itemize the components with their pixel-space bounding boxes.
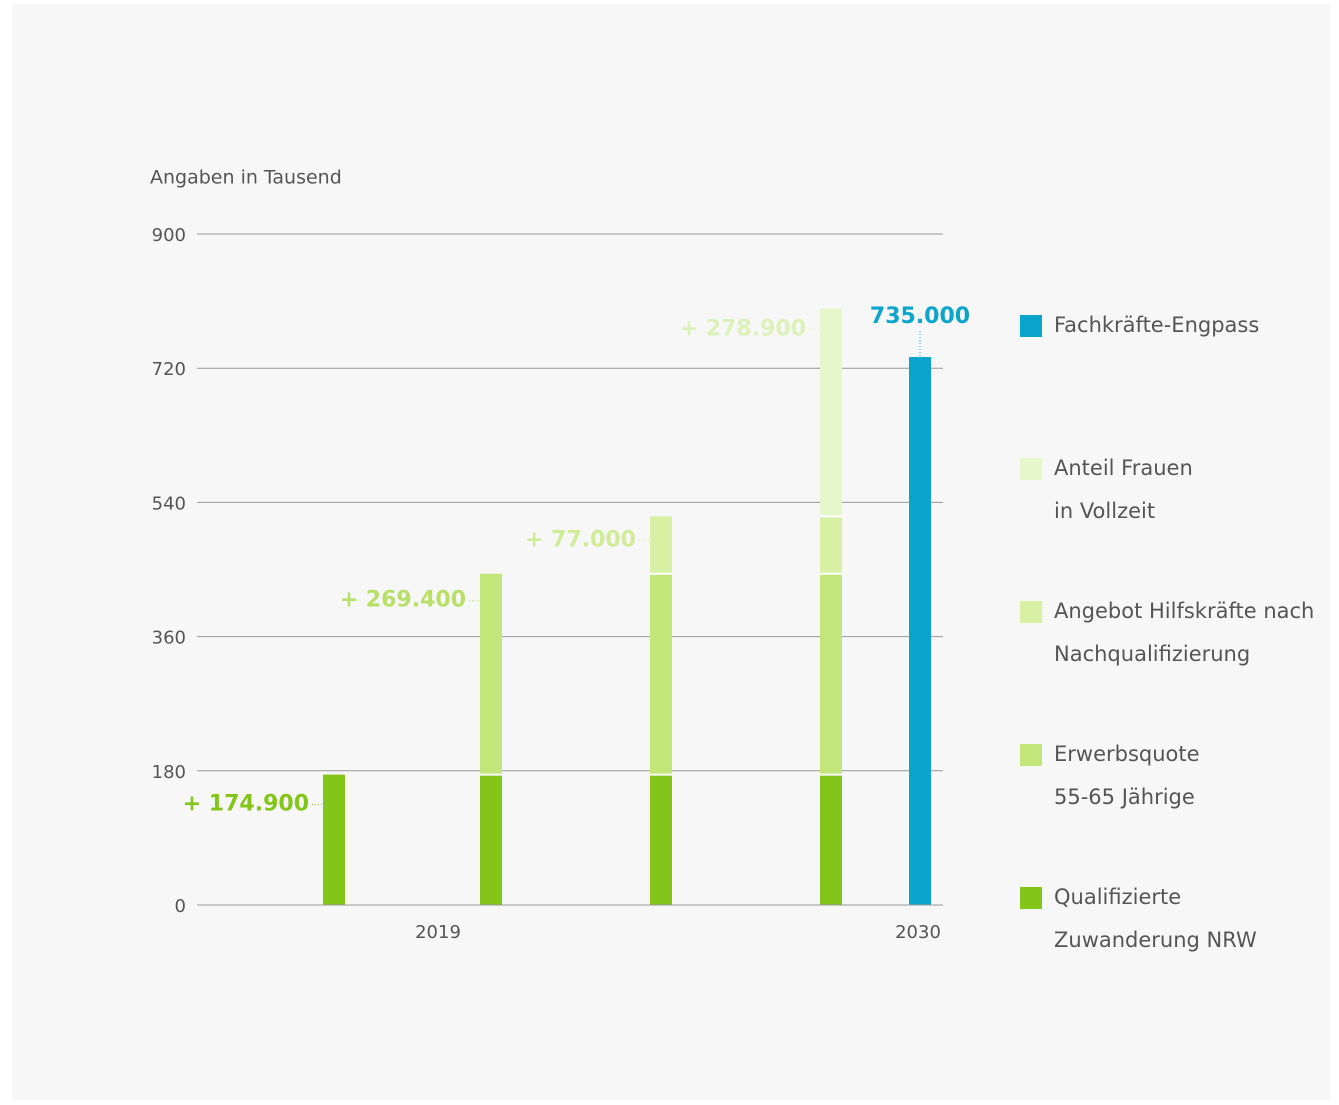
value-label: + 269.400: [340, 588, 466, 613]
value-label: + 77.000: [525, 527, 636, 552]
legend-swatch: [1020, 458, 1042, 480]
bar-segment: [650, 774, 672, 905]
bar-segment: [820, 516, 842, 574]
bar-segment: [480, 774, 502, 905]
value-label: + 278.900: [680, 316, 806, 341]
legend-label: Angebot Hilfskräfte nach Nachqualifizieru…: [1054, 599, 1314, 666]
legend-swatch: [1020, 315, 1042, 337]
x-tick-label: 2030: [895, 922, 941, 943]
legend-swatch: [1020, 601, 1042, 623]
legend-label: Qualifizierte Zuwanderung NRW: [1054, 885, 1257, 952]
legend-label-line: Zuwanderung NRW: [1054, 928, 1257, 952]
bar-segment: [650, 573, 672, 775]
legend-label: Anteil Frauen in Vollzeit: [1054, 456, 1193, 523]
y-tick-label: 360: [152, 628, 186, 649]
legend-label: Erwerbsquote 55-65 Jährige: [1054, 742, 1200, 809]
y-tick-label: 540: [152, 493, 186, 514]
legend-label-line: in Vollzeit: [1054, 499, 1155, 523]
bar-segment: [909, 357, 931, 905]
bar-segment: [820, 308, 842, 517]
value-label: + 174.900: [183, 792, 309, 817]
legend-label-line: Anteil Frauen: [1054, 456, 1193, 480]
bar-segment: [480, 573, 502, 775]
legend-label: Fachkräfte-Engpass: [1054, 313, 1259, 337]
y-tick-label: 180: [152, 762, 186, 783]
y-tick-label: 0: [175, 896, 186, 917]
legend-label-line: Erwerbsquote: [1054, 742, 1200, 766]
legend-label-line: Angebot Hilfskräfte nach: [1054, 599, 1314, 623]
bar-segment: [820, 774, 842, 905]
y-tick-label: 900: [152, 225, 186, 246]
legend-label-line: Qualifizierte: [1054, 885, 1181, 909]
value-label: 735.000: [870, 304, 970, 329]
y-tick-label: 720: [152, 359, 186, 380]
bar-segment: [323, 774, 345, 905]
legend-label-line: Nachqualifizierung: [1054, 642, 1250, 666]
axis-title: Angaben in Tausend: [150, 167, 342, 189]
x-tick-label: 2019: [415, 922, 461, 943]
bar-segment: [820, 573, 842, 775]
legend-swatch: [1020, 887, 1042, 909]
legend-swatch: [1020, 744, 1042, 766]
bar-segment: [650, 516, 672, 574]
legend-label-line: 55-65 Jährige: [1054, 785, 1195, 809]
